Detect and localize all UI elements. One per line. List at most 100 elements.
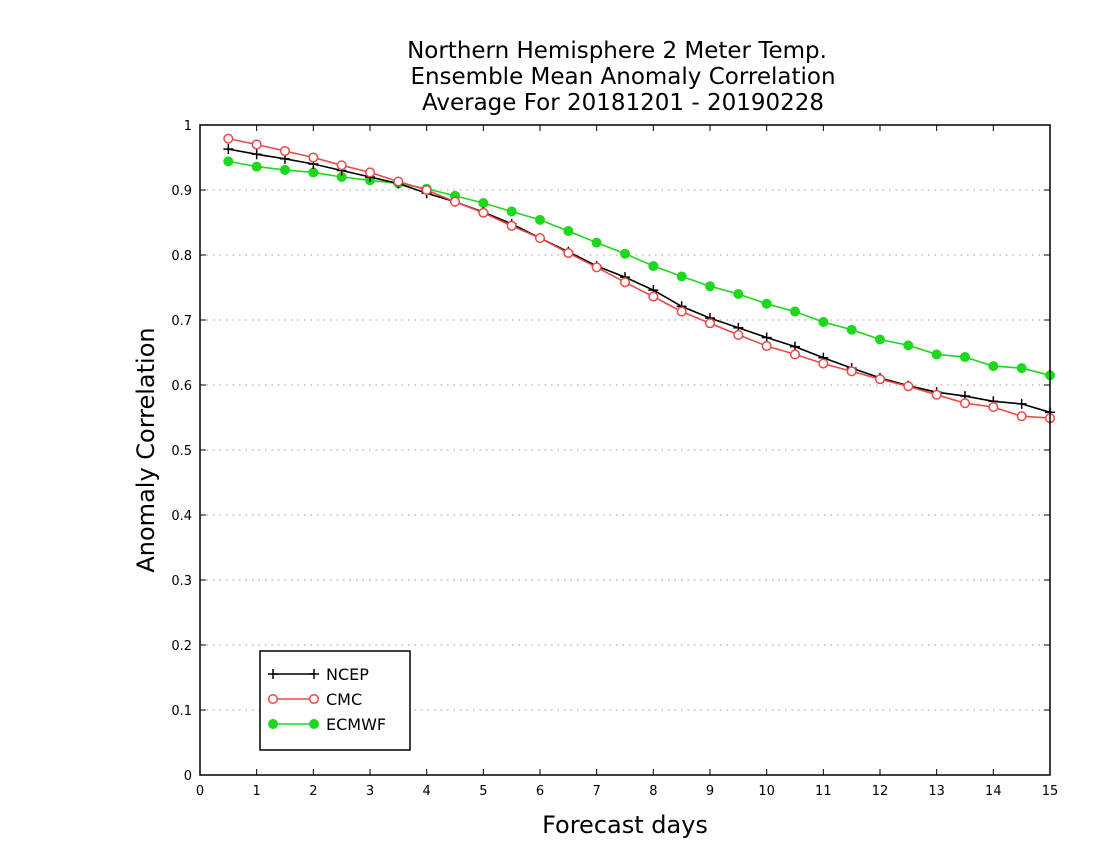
data-point-cmc <box>478 207 489 218</box>
legend-marker-ncep <box>268 669 278 679</box>
data-point-cmc <box>846 366 857 377</box>
legend-marker-cmc <box>267 693 279 705</box>
data-point-ecmwf <box>818 316 829 327</box>
data-point-cmc <box>308 152 319 163</box>
data-point-ncep <box>223 144 234 155</box>
data-point-cmc <box>903 381 914 392</box>
series-line-cmc <box>228 137 1051 419</box>
data-point-ecmwf <box>790 306 800 317</box>
data-point-ncep <box>1016 398 1027 409</box>
grid <box>200 189 1050 711</box>
x-tick-label: 2 <box>309 784 317 799</box>
data-point-ecmwf <box>648 261 659 272</box>
data-point-cmc <box>534 233 546 244</box>
data-point-cmc <box>591 262 602 273</box>
data-point-ecmwf <box>563 225 574 236</box>
legend-marker-ncep <box>309 669 319 679</box>
x-tick-label: 1 <box>253 784 261 799</box>
legend-entry-cmc: CMC <box>267 690 362 709</box>
data-point-ecmwf <box>280 164 290 175</box>
data-point-cmc <box>223 133 234 144</box>
data-point-cmc <box>393 176 404 187</box>
y-axis-label: Anomaly Correlation <box>132 327 160 572</box>
data-point-ecmwf <box>336 172 347 182</box>
data-point-ncep <box>761 332 772 343</box>
data-point-ecmwf <box>591 237 602 248</box>
x-tick-label: 5 <box>479 784 487 799</box>
x-tick-label: 12 <box>872 784 889 799</box>
data-point-cmc <box>761 340 772 352</box>
x-axis-ticks: 0 1 2 3 4 5 6 7 8 9 10 11 12 13 14 15 <box>196 125 1058 799</box>
y-tick-label: 1 <box>184 119 192 134</box>
x-tick-label: 10 <box>758 784 775 799</box>
legend-label-cmc: CMC <box>326 690 362 709</box>
data-point-cmc <box>648 291 659 302</box>
data-point-cmc <box>988 402 999 413</box>
series-line-ecmwf <box>228 160 1051 377</box>
data-point-cmc <box>336 160 347 171</box>
data-point-ecmwf <box>620 248 630 259</box>
data-point-cmc <box>1016 411 1027 422</box>
x-tick-label: 11 <box>815 784 832 799</box>
data-point-ecmwf <box>1016 363 1027 374</box>
data-point-ecmwf <box>308 167 319 178</box>
legend-entry-ecmwf: ECMWF <box>268 715 386 734</box>
legend-entry-ncep: NCEP <box>268 665 369 684</box>
x-tick-label: 0 <box>196 784 204 799</box>
legend-marker-ecmwf <box>309 719 319 729</box>
data-point-ecmwf <box>223 156 234 167</box>
y-tick-label: 0.3 <box>171 574 192 589</box>
data-point-cmc <box>279 145 291 157</box>
x-tick-label: 14 <box>985 784 1002 799</box>
y-tick-label: 0.4 <box>171 509 192 524</box>
data-point-ecmwf <box>761 298 772 309</box>
data-point-cmc <box>251 139 262 150</box>
legend-marker-cmc <box>308 693 320 705</box>
x-tick-label: 7 <box>593 784 601 799</box>
data-point-ecmwf <box>733 289 744 299</box>
series-cmc <box>223 133 1056 424</box>
data-point-cmc <box>676 306 687 317</box>
x-axis-label: Forecast days <box>542 811 708 839</box>
legend-label-ecmwf: ECMWF <box>326 715 386 734</box>
data-point-cmc <box>563 248 574 259</box>
series-line-ncep <box>228 148 1051 414</box>
chart-title: Northern Hemisphere 2 Meter Temp. Ensemb… <box>407 38 835 116</box>
data-point-cmc <box>931 389 942 400</box>
data-point-ecmwf <box>875 334 885 345</box>
data-point-ecmwf <box>903 340 914 351</box>
x-tick-label: 4 <box>423 784 431 799</box>
y-tick-label: 0.6 <box>171 379 192 394</box>
x-tick-label: 8 <box>649 784 657 799</box>
legend-marker-ecmwf <box>268 719 278 729</box>
data-point-cmc <box>818 358 829 369</box>
data-point-cmc <box>619 277 631 288</box>
data-point-cmc <box>449 196 461 207</box>
data-point-cmc <box>874 374 886 385</box>
series-ecmwf <box>223 156 1055 381</box>
series-ncep <box>223 144 1055 418</box>
data-point-ecmwf <box>251 161 262 172</box>
data-point-ecmwf <box>676 271 687 282</box>
x-tick-label: 3 <box>366 784 374 799</box>
y-tick-label: 0.9 <box>171 184 192 199</box>
legend-box <box>259 650 411 751</box>
chart-title-line-3: Average For 20181201 - 20190228 <box>422 90 824 116</box>
data-point-ecmwf <box>705 281 715 292</box>
data-point-ecmwf <box>478 198 489 208</box>
data-point-ecmwf <box>960 352 970 363</box>
y-tick-label: 0.5 <box>171 444 192 459</box>
legend: NCEP CMC ECMWF <box>259 650 411 751</box>
y-tick-label: 0.2 <box>171 639 192 654</box>
x-tick-label: 6 <box>536 784 544 799</box>
data-point-cmc <box>364 167 376 178</box>
y-axis-ticks: 0 0.1 0.2 0.3 0.4 0.5 0.6 0.7 0.8 0.9 1 <box>171 119 1050 784</box>
data-point-ecmwf <box>506 206 517 217</box>
chart-title-line-2: Ensemble Mean Anomaly Correlation <box>410 64 835 90</box>
legend-label-ncep: NCEP <box>326 665 369 684</box>
data-point-ncep <box>251 149 262 160</box>
data-point-cmc <box>421 184 432 196</box>
y-tick-label: 0.7 <box>171 314 192 329</box>
data-point-cmc <box>789 349 801 360</box>
